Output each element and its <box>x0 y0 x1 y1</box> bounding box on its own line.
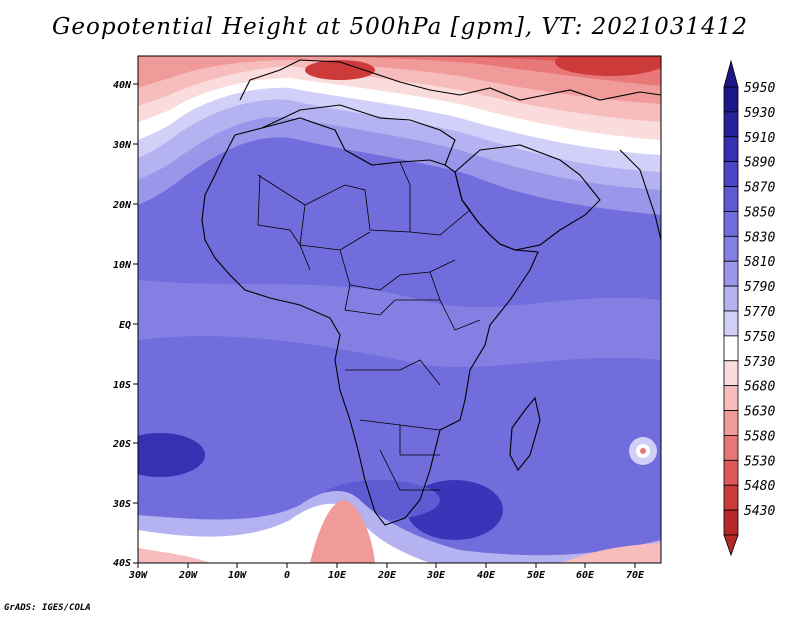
colorbar-segment <box>723 360 739 387</box>
colorbar-label: 5580 <box>744 429 775 444</box>
lat-label-eq: EQ <box>119 320 131 331</box>
field-south-trough <box>310 500 375 563</box>
lon-label-0: 0 <box>284 570 290 581</box>
colorbar-segment <box>723 484 739 511</box>
colorbar-label: 5930 <box>744 106 775 121</box>
lat-label-30s: 30S <box>112 499 131 510</box>
colorbar-segment <box>723 86 739 113</box>
colorbar-segment <box>723 260 739 287</box>
border-lines-central <box>299 244 481 331</box>
colorbar-segment <box>723 235 739 262</box>
field-high-atlantic <box>138 433 205 477</box>
field-low-europe <box>305 60 375 80</box>
lon-label-60e: 60E <box>576 570 595 581</box>
colorbar-label: 5790 <box>744 280 775 295</box>
lon-label-30e: 30E <box>426 570 446 581</box>
colorbar-label: 5870 <box>744 181 775 196</box>
arabia-outline <box>454 144 601 251</box>
lon-label-10w: 10W <box>228 570 247 581</box>
colorbar-label: 5430 <box>744 504 775 519</box>
axis-ticks <box>133 83 636 568</box>
colorbar-segment <box>723 335 739 362</box>
colorbar-segment <box>723 285 739 312</box>
colorbar-label: 5810 <box>744 255 775 270</box>
colorbar-segment <box>723 161 739 187</box>
lat-label-40n: 40N <box>113 80 132 91</box>
colorbar-segment <box>723 385 739 411</box>
lon-label-20e: 20E <box>377 570 397 581</box>
lon-label-20w: 20W <box>178 570 198 581</box>
mediterranean-outline <box>261 104 456 166</box>
colorbar-segment <box>723 211 739 237</box>
colorbar-segment <box>723 509 739 536</box>
colorbar-label: 5910 <box>744 131 775 146</box>
colorbar-arrow-bottom <box>723 534 739 557</box>
colorbar-label: 5750 <box>744 330 775 345</box>
coastlines <box>201 59 661 526</box>
colorbar-segment <box>723 310 739 337</box>
colorbar-label: 5480 <box>744 479 775 494</box>
lat-labels: 40N 30N 20N 10N EQ 10S 20S 30S 40S <box>112 80 132 569</box>
colorbar-label: 5850 <box>744 205 775 220</box>
colorbar-label: 5890 <box>744 156 775 171</box>
lon-label-10e: 10E <box>328 570 347 581</box>
colorbar-segment <box>723 410 739 436</box>
india-outline <box>619 149 661 241</box>
borders <box>257 161 481 491</box>
lat-label-20n: 20N <box>112 200 132 211</box>
colorbar: 5950 5930 5910 5890 5870 5850 5830 5810 5790 5770… <box>723 59 775 557</box>
field-south-se-trough <box>560 543 661 563</box>
lon-label-30w: 30W <box>128 570 148 581</box>
lat-label-40s: 40S <box>113 558 131 569</box>
colorbar-label: 5770 <box>744 305 775 320</box>
colorbar-segment <box>723 186 739 212</box>
border-lines-south <box>345 359 441 491</box>
colorbar-label: 5830 <box>744 230 775 245</box>
lon-label-50e: 50E <box>527 570 546 581</box>
border-lines-north <box>257 161 471 251</box>
colorbar-segment <box>723 435 739 461</box>
colorbar-segment <box>723 111 739 138</box>
lon-label-70e: 70E <box>626 570 645 581</box>
europe-outline <box>239 59 661 101</box>
field-cyclone-core <box>640 448 646 454</box>
grads-credit: GrADS: IGES/COLA <box>4 603 91 613</box>
field-equatorial-band <box>138 280 661 368</box>
plot-frame <box>137 55 662 564</box>
lat-label-20s: 20S <box>112 439 131 450</box>
colorbar-label: 5950 <box>744 81 775 96</box>
colorbar-label: 5680 <box>744 380 775 395</box>
contour-field <box>138 56 661 563</box>
colorbar-segment <box>723 459 739 486</box>
lon-label-40e: 40E <box>477 570 496 581</box>
lat-label-10n: 10N <box>113 260 132 271</box>
madagascar-outline <box>509 396 541 471</box>
colorbar-label: 5530 <box>744 454 775 469</box>
colorbar-label: 5730 <box>744 355 775 370</box>
colorbar-segment <box>723 136 739 163</box>
colorbar-arrow-top <box>723 59 739 88</box>
map-title: Geopotential Height at 500hPa [gpm], VT:… <box>52 14 748 40</box>
lat-label-10s: 10S <box>113 380 131 391</box>
lat-label-30n: 30N <box>112 140 132 151</box>
field-low-asia <box>555 56 661 76</box>
field-south-sw-trough <box>138 548 210 563</box>
lon-labels: 30W 20W 10W 0 10E 20E 30E 40E 50E 60E 70… <box>128 570 645 581</box>
colorbar-label: 5630 <box>744 405 775 420</box>
